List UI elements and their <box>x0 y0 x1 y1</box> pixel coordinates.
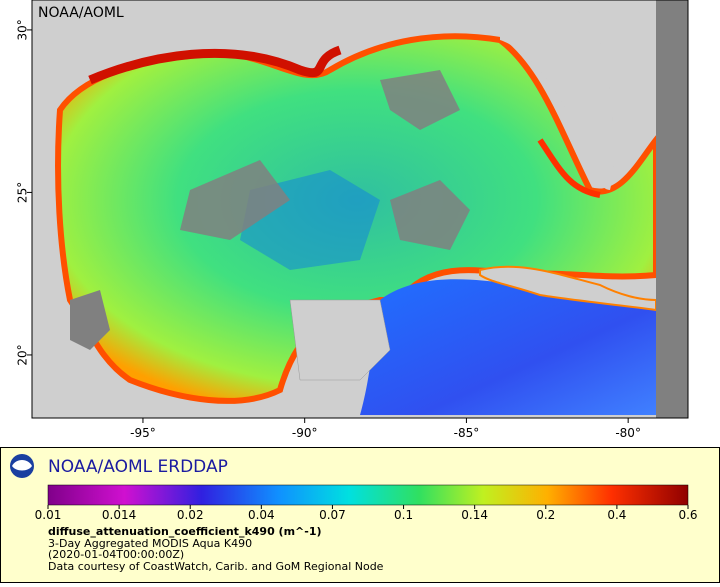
lon-tick-label: -80° <box>615 426 641 440</box>
colorbar-ticks: 0.01 0.014 0.02 0.04 0.07 0.1 0.14 0.2 0.4 0.6 <box>35 505 698 522</box>
time: (2020-01-04T00:00:00Z) <box>48 548 184 561</box>
florida <box>500 0 615 190</box>
lat-tick-label: 30° <box>16 19 30 40</box>
map-frame <box>31 0 689 419</box>
lon-tick-label: -85° <box>454 426 480 440</box>
colorbar-tick-label: 0.01 <box>35 508 62 522</box>
description: 3-Day Aggregated MODIS Aqua K490 <box>48 537 252 550</box>
coastal-turbidity <box>88 45 342 85</box>
colorbar-tick-label: 0.02 <box>177 508 204 522</box>
no-data <box>380 70 460 130</box>
no-data <box>180 160 290 240</box>
legend-title: NOAA/AOML ERDDAP <box>48 457 228 477</box>
colorbar <box>47 484 689 506</box>
colorbar-tick-label: 0.07 <box>319 508 346 522</box>
noaa-logo-bird <box>12 460 32 471</box>
colorbar-tick-label: 0.04 <box>248 508 275 522</box>
colorbar-tick-label: 0.4 <box>607 508 626 522</box>
variable-name: diffuse_attenuation_coefficient_k490 (m^… <box>48 525 322 538</box>
legend-background <box>0 447 720 583</box>
watermark: NOAA/AOML <box>38 5 124 21</box>
lon-tick-label: -90° <box>292 426 318 440</box>
colorbar-tick-label: 0.014 <box>102 508 136 522</box>
colorbar-tick-label: 0.6 <box>678 508 697 522</box>
no-data-edge <box>656 0 688 418</box>
coastal-turbidity <box>537 138 601 198</box>
caribbean-sea <box>360 279 656 415</box>
legend-panel: NOAA/AOML ERDDAP 0.01 0.014 0.02 0.04 0.07 0.… <box>0 447 720 583</box>
axes: -95° -90° -85° -80° 30° 25° 20° <box>16 19 641 440</box>
colorbar-tick-label: 0.14 <box>461 508 488 522</box>
lon-tick-label: -95° <box>130 426 156 440</box>
lat-tick-label: 25° <box>16 182 30 203</box>
no-data <box>390 180 470 250</box>
map-area: NOAA/AOML <box>31 0 689 419</box>
yucatan <box>289 299 391 381</box>
credit: Data courtesy of CoastWatch, Carib. and … <box>48 560 384 573</box>
colorbar-tick-label: 0.2 <box>536 508 555 522</box>
colorbar-tick-label: 0.1 <box>394 508 413 522</box>
no-data <box>70 290 110 350</box>
lat-tick-label: 20° <box>16 344 30 365</box>
